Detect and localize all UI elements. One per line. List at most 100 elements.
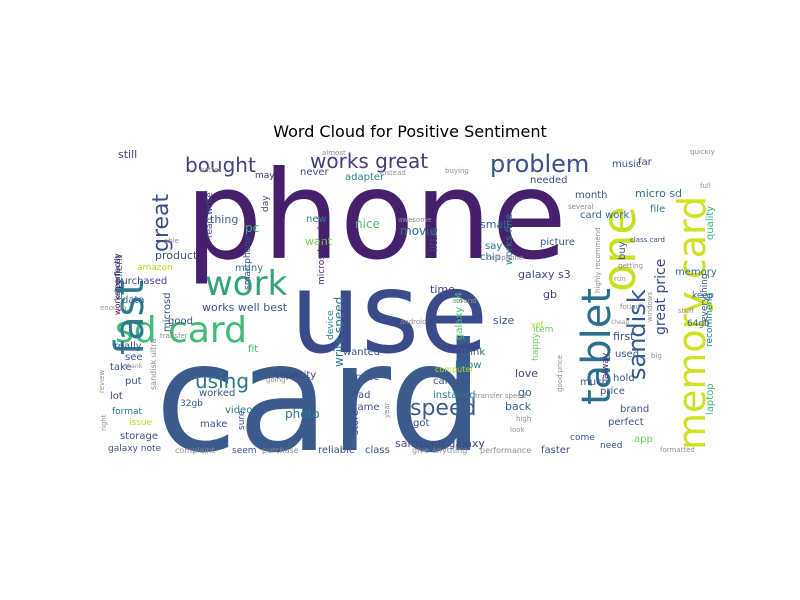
word-say: say [485,241,502,252]
word-highly-recommend: highly recommend [594,227,602,293]
word-perfect: perfect [608,417,644,428]
word-purchased: purchased [115,276,167,287]
word-new: new [306,214,327,225]
word-quickly: quickly [690,150,715,156]
word-amazon: amazon [137,263,173,273]
word-camera: camera [433,376,471,387]
word-memory: memory [675,267,717,278]
word-android: android [400,318,427,326]
word-sandisk: sandisk [623,289,651,380]
word-found: found [620,303,640,311]
word-able: able [164,237,179,245]
word-works-great: works great [310,150,428,173]
word-high: high [516,415,531,423]
word-love: love [515,367,538,380]
word-alway: alway [601,352,611,379]
word-device: device [326,310,336,340]
word-work: work [205,264,288,304]
word-buy: buy [617,241,628,260]
word-month: month [575,190,607,201]
word-capacity: capacity [274,370,316,381]
word-got: got [413,418,429,429]
word-know: know [455,360,481,371]
word-price: price [600,386,625,397]
word-performance: performance [480,446,531,455]
word-works-fine: works fine [504,214,515,265]
word-item: item [533,325,553,335]
word-getting: getting [618,262,643,270]
word-installed: installed [433,390,475,401]
word-issue: issue [129,418,153,428]
word-formatted: formatted [660,446,695,454]
word-lot: lot [110,391,123,402]
word-format: format [112,407,142,417]
word-class: class [365,445,390,456]
word-wanted: wanted [343,347,380,358]
word-works-perfectly: works perfectly [113,253,122,315]
word-thank: thank [125,363,143,370]
word-purchase: purchase [262,446,299,455]
word-happy: happy [531,332,541,361]
word-take: take [110,362,132,373]
chart-title: Word Cloud for Positive Sentiment [273,122,547,141]
word-year: year [383,402,391,418]
word-small: small [480,218,509,231]
word-day: day [261,195,271,212]
word-data: data [122,295,145,306]
word-problem: problem [490,150,589,178]
word-64gb: 64gb [687,319,710,329]
word-full: full [700,182,711,190]
word-needed: needed [530,175,568,186]
word-micro-sd: micro sd [635,187,682,200]
word-galaxy-note: galaxy note [108,444,161,454]
word-storage: storage [120,431,158,442]
word-cloud: phone card use sd card work memory card fast on… [100,150,720,460]
word-video: video [225,405,252,416]
word-hold: hold [613,373,635,384]
word-galaxy-s3: galaxy s3 [518,268,571,281]
word-look: look [510,426,526,434]
word-big: big [651,352,662,360]
word-movie: movie [400,224,437,238]
word-awesome: awesome [398,216,431,224]
word-sd-card: sd card [115,310,247,351]
word-chip: chip [480,252,501,263]
word-quality: quality [705,206,716,240]
word-transfer-speed: transfer speed [475,392,526,400]
word-thing: thing [210,213,238,226]
word-anything: anything [432,446,467,455]
word-instead: instead [380,169,406,177]
word-need: need [600,441,623,451]
word-tablet: tablet [574,288,620,405]
word-right: right [100,414,108,431]
word-size: size [493,314,515,327]
word-review: review [100,370,106,393]
word-nice: nice [355,217,380,231]
word-galaxy-s4: galaxy s4 [454,292,465,340]
word-cheap: cheap [611,319,629,326]
word-using: using [195,369,249,393]
word-sandisk-ultra: sandisk ultra [149,338,158,390]
word-run: run [614,275,626,283]
word-sure: sure [237,410,247,430]
word-going: going [266,376,286,384]
word-several: several [568,203,594,211]
word-yet: yet [531,320,544,329]
word-around: around [452,297,477,305]
word-give: give [412,446,429,455]
word-go: go [518,386,532,399]
word-microsd: microsd [162,292,173,332]
word-time: time [430,283,455,296]
word-buying: buying [445,167,469,175]
word-bought: bought [185,153,256,177]
word-store: store [350,410,361,435]
word-smartphone: smartphone [243,235,253,290]
word-little: little [427,227,440,252]
word-product: product [155,249,198,262]
word-speed: speed [410,396,476,421]
word-reliable: reliable [318,445,355,456]
word-think: think [460,347,485,358]
word-still: still [118,150,137,161]
word-better: better [200,166,222,174]
